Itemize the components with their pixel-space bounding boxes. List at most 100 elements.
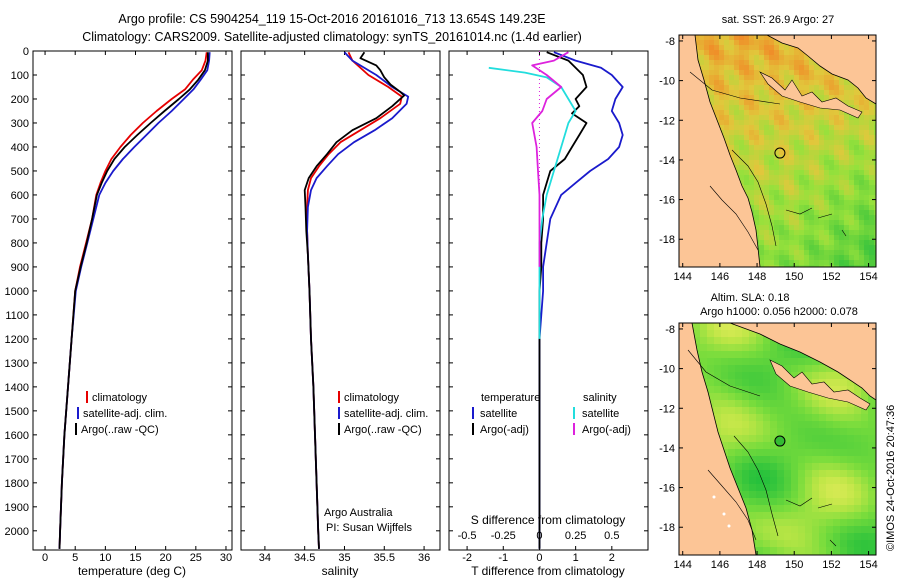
heatmap-cell	[744, 165, 750, 171]
heatmap-cell	[734, 150, 740, 156]
depth-tick-label: 1600	[5, 430, 29, 442]
heatmap-cell	[869, 135, 875, 141]
heatmap-cell	[819, 85, 825, 91]
heatmap-cell	[789, 140, 795, 146]
heatmap-cell	[809, 85, 815, 91]
heatmap-cell	[819, 533, 827, 541]
heatmap-cell	[833, 428, 841, 436]
heatmap-cell	[769, 40, 775, 46]
heatmap-cell	[864, 265, 870, 267]
heatmap-cell	[834, 215, 840, 221]
heatmap-cell	[833, 372, 841, 380]
heatmap-cell	[759, 205, 765, 211]
heatmap-cell	[700, 323, 708, 331]
heatmap-cell	[854, 170, 860, 176]
heatmap-cell	[721, 351, 729, 359]
heatmap-cell	[798, 358, 806, 366]
heatmap-cell	[824, 225, 830, 231]
heatmap-cell	[864, 250, 870, 256]
heatmap-cell	[756, 435, 764, 443]
heatmap-cell	[734, 60, 740, 66]
sla-map-frame	[678, 322, 877, 556]
heatmap-cell	[844, 240, 850, 246]
legend-swatch-s-argo	[573, 423, 575, 435]
heatmap-cell	[739, 100, 745, 106]
heatmap-cell	[869, 230, 875, 236]
heatmap-cell	[812, 470, 820, 478]
heatmap-cell	[799, 105, 805, 111]
heatmap-cell	[744, 190, 750, 196]
heatmap-cell	[749, 205, 755, 211]
heatmap-cell	[819, 230, 825, 236]
heatmap-cell	[763, 365, 771, 373]
heatmap-cell	[839, 165, 845, 171]
heatmap-cell	[704, 40, 710, 46]
heatmap-cell	[829, 150, 835, 156]
heatmap-cell	[784, 70, 790, 76]
heatmap-cell	[824, 175, 830, 181]
heatmap-cell	[869, 210, 875, 216]
heatmap-cell	[824, 75, 830, 81]
heatmap-cell	[699, 55, 705, 61]
heatmap-cell	[844, 215, 850, 221]
heatmap-cell	[819, 435, 827, 443]
sla-map-axes: 144 146 148 150 152 154-8-10-12-14-16-18	[659, 323, 878, 571]
heatmap-cell	[859, 250, 865, 256]
heatmap-cell	[707, 393, 715, 401]
heatmap-cell	[749, 379, 757, 387]
heatmap-cell	[799, 195, 805, 201]
x-tick-label: -1	[498, 552, 508, 564]
heatmap-cell	[819, 210, 825, 216]
heatmap-cell	[805, 512, 813, 520]
heatmap-cell	[869, 175, 875, 181]
heatmap-cell	[819, 160, 825, 166]
heatmap-cell	[714, 70, 720, 76]
heatmap-cell	[847, 400, 855, 408]
heatmap-cell	[819, 449, 827, 457]
heatmap-cell	[824, 160, 830, 166]
heatmap-cell	[874, 170, 876, 176]
heatmap-cell	[769, 110, 775, 116]
heatmap-cell	[826, 519, 834, 527]
heatmap-cell	[774, 225, 780, 231]
heatmap-cell	[714, 407, 722, 415]
heatmap-cell	[759, 185, 765, 191]
x-tick-label: 20	[160, 552, 172, 564]
heatmap-cell	[798, 540, 806, 548]
heatmap-cell	[724, 115, 730, 121]
depth-tick-label: 200	[11, 94, 29, 106]
heatmap-cell	[812, 358, 820, 366]
heatmap-cell	[749, 105, 755, 111]
heatmap-cell	[844, 130, 850, 136]
s-x-tick-label: -0.25	[491, 530, 516, 542]
heatmap-cell	[769, 115, 775, 121]
heatmap-cell	[798, 505, 806, 513]
depth-tick-label: 800	[11, 238, 29, 250]
heatmap-cell	[784, 519, 792, 527]
heatmap-cell	[798, 351, 806, 359]
heatmap-cell	[735, 400, 743, 408]
heatmap-cell	[764, 160, 770, 166]
heatmap-cell	[754, 145, 760, 151]
heatmap-cell	[709, 40, 715, 46]
heatmap-cell	[749, 512, 757, 520]
heatmap-cell	[864, 105, 870, 111]
heatmap-cell	[844, 200, 850, 206]
imos-watermark: ©IMOS 24-Oct-2016 20:47:36	[885, 405, 897, 551]
heatmap-cell	[749, 365, 757, 373]
heatmap-cell	[812, 372, 820, 380]
heatmap-cell	[869, 235, 875, 241]
heatmap-cell	[754, 105, 760, 111]
heatmap-cell	[777, 540, 785, 548]
heatmap-cell	[724, 110, 730, 116]
heatmap-cell	[784, 225, 790, 231]
heatmap-cell	[839, 255, 845, 261]
heatmap-cell	[759, 65, 765, 71]
depth-tick-label: 0	[23, 46, 29, 58]
heatmap-cell	[789, 100, 795, 106]
legend-title-salinity: salinity	[583, 392, 617, 404]
heatmap-cell	[804, 75, 810, 81]
heatmap-cell	[854, 160, 860, 166]
heatmap-cell	[789, 150, 795, 156]
